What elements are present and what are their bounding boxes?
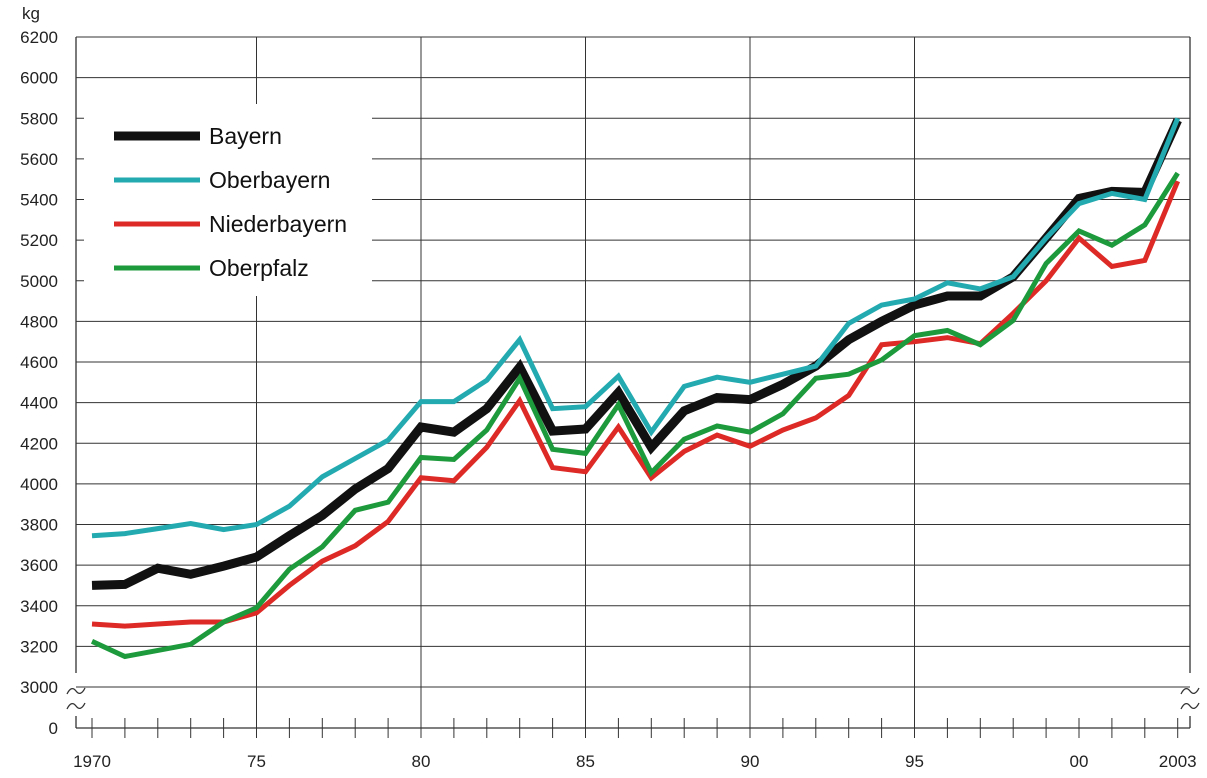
- legend-label: Niederbayern: [209, 211, 347, 237]
- y-tick-label: 4200: [20, 434, 58, 453]
- x-tick-label: 1970: [73, 752, 111, 771]
- axis-break-icon: [66, 687, 86, 695]
- series-layer: [90, 117, 1182, 660]
- axis-break-icon: [66, 702, 86, 710]
- legend-label: Bayern: [209, 123, 282, 149]
- y-tick-label: 5800: [20, 109, 58, 128]
- y-tick-label: 6000: [20, 69, 58, 88]
- x-tick-label: 85: [576, 752, 595, 771]
- y-tick-label: 4400: [20, 394, 58, 413]
- y-tick-label: 0: [49, 719, 58, 738]
- y-axis-unit-label: kg: [22, 4, 40, 23]
- y-tick-label: 5000: [20, 272, 58, 291]
- series-line-niederbayern: [91, 180, 1181, 629]
- legend: Bayern Oberbayern Niederbayern Oberpfalz: [84, 104, 372, 296]
- x-tick-label: 2003: [1159, 752, 1197, 771]
- y-tick-label: 3600: [20, 556, 58, 575]
- x-tick-label: 00: [1070, 752, 1089, 771]
- y-tick-label: 4800: [20, 312, 58, 331]
- x-tick-label: 95: [905, 752, 924, 771]
- y-tick-label: 5200: [20, 231, 58, 250]
- y-tick-label: 5400: [20, 191, 58, 210]
- series-line-bayern: [91, 118, 1182, 590]
- y-tick-label: 3800: [20, 516, 58, 535]
- legend-label: Oberpfalz: [209, 255, 309, 281]
- series-line-oberpfalz: [90, 171, 1180, 660]
- axis-break-icon: [1180, 687, 1200, 695]
- x-tick-label: 80: [412, 752, 431, 771]
- axes: 0 3000 3200 3400 3600 3800 4000 4200 4400 4600 480…: [20, 28, 1200, 771]
- y-tick-label: 3200: [20, 637, 58, 656]
- axis-break-icon: [1180, 702, 1200, 710]
- y-tick-label: 4000: [20, 475, 58, 494]
- series-line-oberbayern: [91, 117, 1181, 539]
- y-tick-label: 5600: [20, 150, 58, 169]
- x-tick-label: 90: [741, 752, 760, 771]
- x-tick-label: 75: [247, 752, 266, 771]
- y-tick-label: 3000: [20, 678, 58, 697]
- y-tick-label: 4600: [20, 353, 58, 372]
- y-tick-label: 3400: [20, 597, 58, 616]
- legend-label: Oberbayern: [209, 167, 330, 193]
- y-tick-label: 6200: [20, 28, 58, 47]
